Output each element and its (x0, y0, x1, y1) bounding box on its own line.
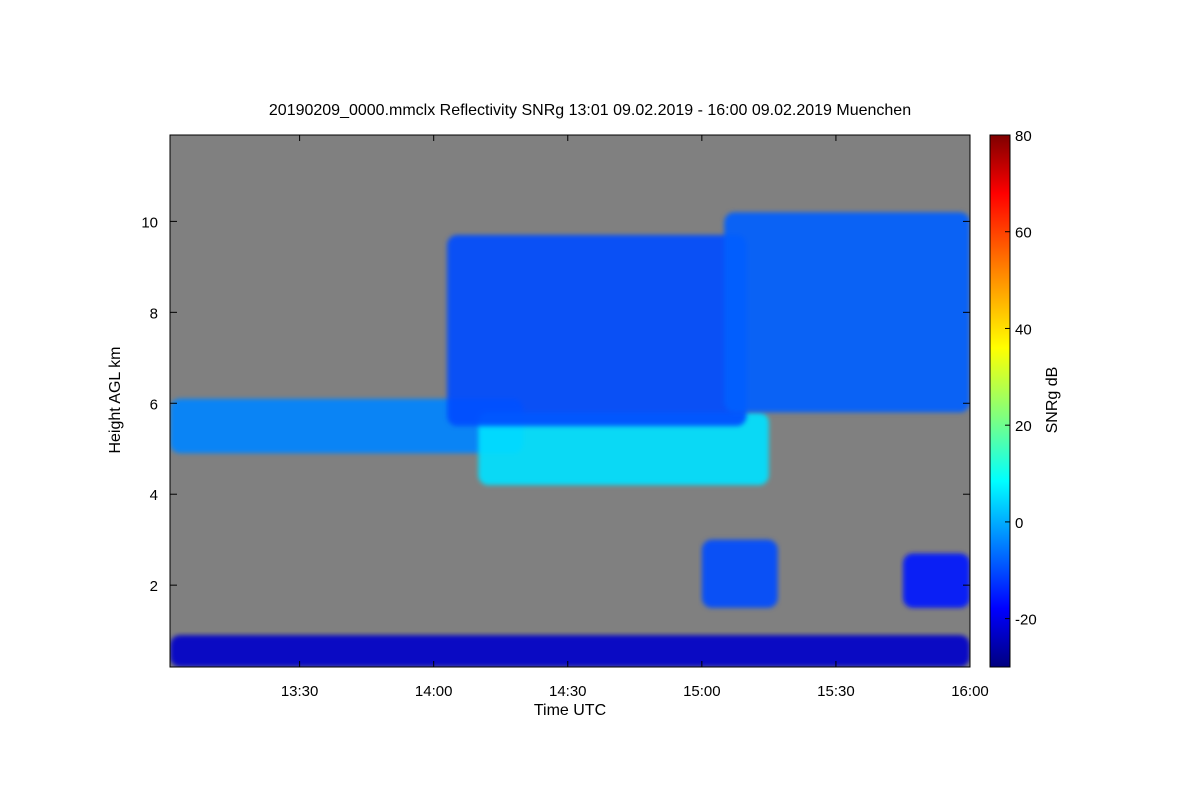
colorbar-label: SNRg dB (1044, 367, 1061, 434)
x-tick-label: 14:00 (415, 683, 453, 700)
colorbar-tick-label: 20 (1015, 418, 1032, 435)
x-tick-label: 14:30 (549, 683, 587, 700)
colorbar-tick-label: 40 (1015, 321, 1032, 338)
x-tick-label: 16:00 (951, 683, 989, 700)
x-axis-label: Time UTC (534, 702, 606, 719)
echo-feature-7 (170, 635, 970, 667)
colorbar-tick-label: 0 (1015, 515, 1023, 532)
y-axis-ticks: 2 4 6 8 10 (141, 214, 970, 595)
echo-feature-6 (902, 553, 970, 608)
echo-feature-2 (478, 412, 769, 486)
y-tick-label: 2 (150, 578, 158, 595)
colorbar-tick-label: 80 (1015, 128, 1032, 145)
x-tick-label: 15:00 (683, 683, 721, 700)
echo-features (170, 212, 970, 667)
x-tick-label: 15:30 (817, 683, 855, 700)
y-tick-label: 10 (141, 214, 158, 231)
y-tick-label: 4 (150, 487, 158, 504)
y-tick-label: 8 (150, 305, 158, 322)
echo-feature-5 (701, 539, 778, 608)
chart-title: 20190209_0000.mmclx Reflectivity SNRg 13… (269, 102, 911, 119)
echo-feature-4 (724, 212, 970, 413)
colorbar-tick-label: -20 (1015, 612, 1037, 629)
y-axis-label: Height AGL km (107, 346, 124, 453)
echo-feature-3 (447, 235, 747, 427)
colorbar-ticks: -20 0 20 40 60 80 (1005, 128, 1037, 629)
y-tick-label: 6 (150, 396, 158, 413)
plot-frame (169, 134, 971, 668)
colorbar-tick-label: 60 (1015, 225, 1032, 242)
echo-feature-1 (170, 398, 524, 454)
x-axis-ticks: 13:30 14:00 14:30 15:00 15:30 16:00 (281, 135, 989, 700)
colorbar (989, 134, 1011, 668)
x-tick-label: 13:30 (281, 683, 319, 700)
